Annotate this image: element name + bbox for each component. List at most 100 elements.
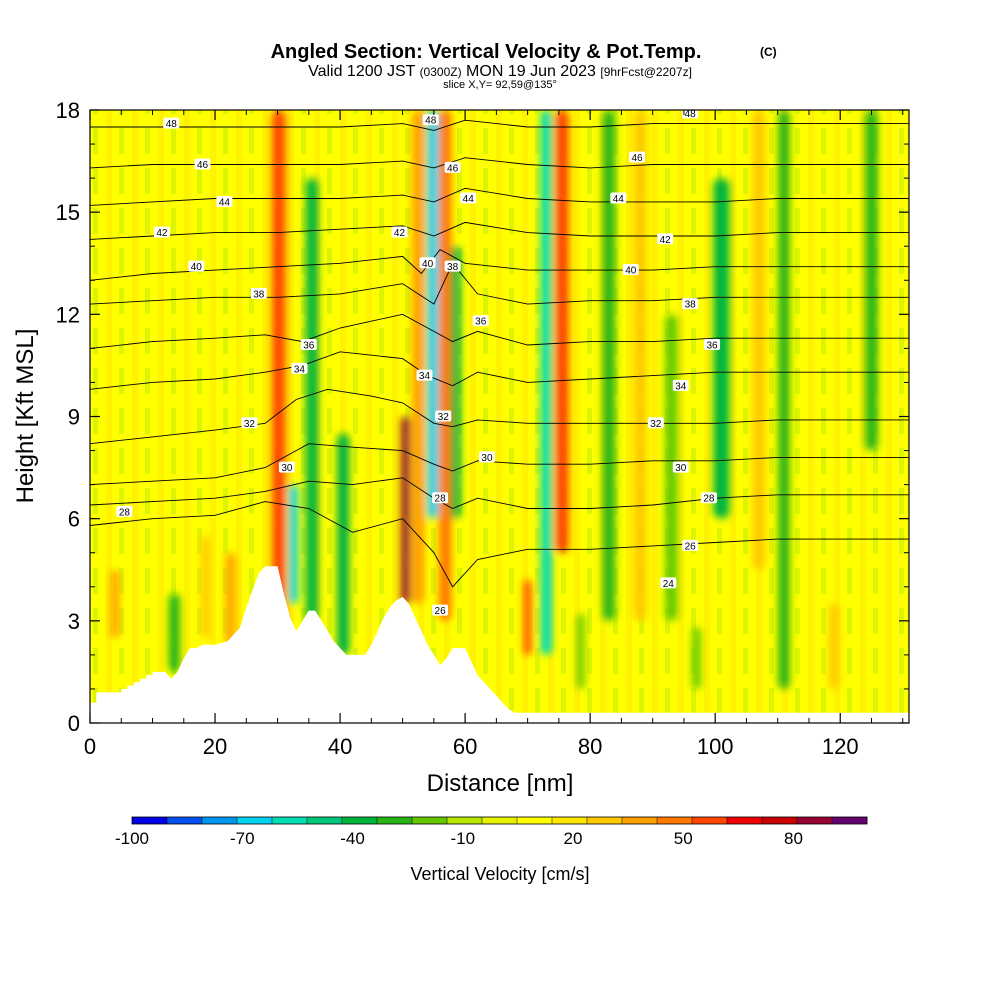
colorbar-swatch-12 (552, 817, 588, 824)
colorbar-swatch-9 (447, 817, 483, 824)
y-axis-label: Height [Kft MSL] (12, 329, 39, 504)
svg-text:42: 42 (156, 228, 168, 239)
colorbar-tick-label: -100 (115, 829, 149, 848)
svg-text:32: 32 (650, 419, 662, 430)
subtitle-utc: (0300Z) (420, 65, 462, 79)
svg-text:28: 28 (435, 494, 447, 505)
svg-text:46: 46 (631, 153, 643, 164)
contour-label-1: 48 (422, 114, 439, 127)
colorbar-swatch-4 (272, 817, 308, 824)
contour-label-31: 28 (432, 492, 449, 505)
velocity-band-5 (411, 110, 425, 604)
svg-text:42: 42 (660, 235, 672, 246)
colorbar-swatch-13 (587, 817, 623, 824)
svg-text:28: 28 (703, 494, 715, 505)
svg-text:34: 34 (419, 371, 431, 382)
subtitle-date: MON 19 Jun 2023 (466, 63, 596, 80)
contour-label-7: 44 (460, 192, 477, 205)
velocity-band-25 (692, 627, 701, 689)
isentrope-42 (90, 221, 909, 240)
isentrope-44 (90, 187, 909, 206)
svg-text:24: 24 (663, 579, 675, 590)
contour-label-33: 26 (432, 604, 449, 617)
colorbar-tick-label: 50 (674, 829, 693, 848)
contour-labels: 48 48 48 46 46 46 44 44 44 42 42 42 40 40 40 38 38 38 36 36… (116, 107, 721, 617)
velocity-band-18 (168, 593, 181, 672)
velocity-band-20 (225, 552, 236, 649)
x-tick-label: 100 (697, 734, 734, 759)
isentrope-40 (90, 249, 909, 281)
velocity-band-21 (110, 569, 120, 638)
isentrope-26 (90, 501, 909, 588)
isentrope-46 (90, 157, 909, 169)
contour-label-5: 46 (629, 151, 646, 164)
velocity-band-6 (426, 110, 439, 519)
svg-text:40: 40 (422, 259, 434, 270)
contour-label-4: 46 (444, 161, 461, 174)
x-tick-label: 80 (578, 734, 602, 759)
contour-label-8: 44 (610, 192, 627, 205)
colorbar-swatch-6 (342, 817, 378, 824)
chart-subtitle: Valid 1200 JST (0300Z) MON 19 Jun 2023 [… (308, 63, 692, 80)
velocity-band-13 (633, 110, 647, 621)
isentrope-34 (90, 351, 909, 390)
svg-text:48: 48 (166, 119, 178, 130)
colorbar-swatch-15 (657, 817, 693, 824)
isentrope-36 (90, 313, 909, 349)
velocity-band-7 (438, 110, 452, 621)
contour-label-26: 32 (647, 417, 664, 430)
velocity-band-16 (752, 110, 766, 570)
colorbar-swatch-8 (412, 817, 448, 824)
svg-text:36: 36 (475, 317, 487, 328)
svg-text:34: 34 (675, 381, 687, 392)
y-tick-label: 0 (68, 711, 80, 736)
contour-label-27: 30 (278, 461, 295, 474)
svg-text:44: 44 (219, 197, 231, 208)
subtitle-fcst: [9hrFcst@2207z] (600, 65, 692, 79)
colorbar-swatch-20 (832, 817, 868, 824)
terrain-mask (90, 566, 909, 723)
y-tick-label: 15 (56, 200, 80, 225)
velocity-band-4 (401, 416, 411, 604)
velocity-band-19 (201, 535, 211, 638)
velocity-band-1 (288, 484, 298, 604)
isentrope-28 (90, 477, 909, 509)
contour-label-23: 34 (672, 379, 689, 392)
svg-text:32: 32 (438, 412, 450, 423)
colorbar-swatch-14 (622, 817, 658, 824)
x-tick-label: 60 (453, 734, 477, 759)
colorbar-swatch-19 (797, 817, 833, 824)
colorbar-label: Vertical Velocity [cm/s] (410, 864, 589, 884)
velocity-band-0 (271, 110, 286, 638)
x-tick-label: 40 (328, 734, 352, 759)
colorbar-tick-label: 80 (784, 829, 803, 848)
svg-text:28: 28 (119, 507, 131, 518)
velocity-band-24 (828, 603, 839, 689)
contour-label-29: 30 (672, 461, 689, 474)
y-tick-label: 3 (68, 609, 80, 634)
contour-label-10: 42 (391, 226, 408, 239)
colorbar-swatch-5 (307, 817, 343, 824)
svg-text:46: 46 (197, 160, 209, 171)
contour-label-21: 34 (291, 362, 308, 375)
colorbar-swatch-17 (727, 817, 763, 824)
x-tick-label: 0 (84, 734, 96, 759)
contour-label-24: 32 (241, 417, 258, 430)
colorbar-swatch-10 (482, 817, 518, 824)
velocity-band-12 (602, 110, 616, 621)
contour-label-28: 30 (478, 451, 495, 464)
isentrope-30 (90, 443, 909, 486)
x-tick-label: 120 (822, 734, 859, 759)
contour-label-34: 26 (682, 539, 699, 552)
slice-label: slice X,Y= 92,59@135° (443, 79, 557, 91)
colorbar-tick-label: 20 (564, 829, 583, 848)
svg-text:44: 44 (463, 194, 475, 205)
svg-text:40: 40 (191, 262, 203, 273)
contour-label-14: 40 (622, 264, 639, 277)
contour-label-2: 48 (682, 107, 699, 120)
contour-label-20: 36 (704, 338, 721, 351)
velocity-band-11 (555, 110, 569, 553)
colorbar-swatch-18 (762, 817, 798, 824)
